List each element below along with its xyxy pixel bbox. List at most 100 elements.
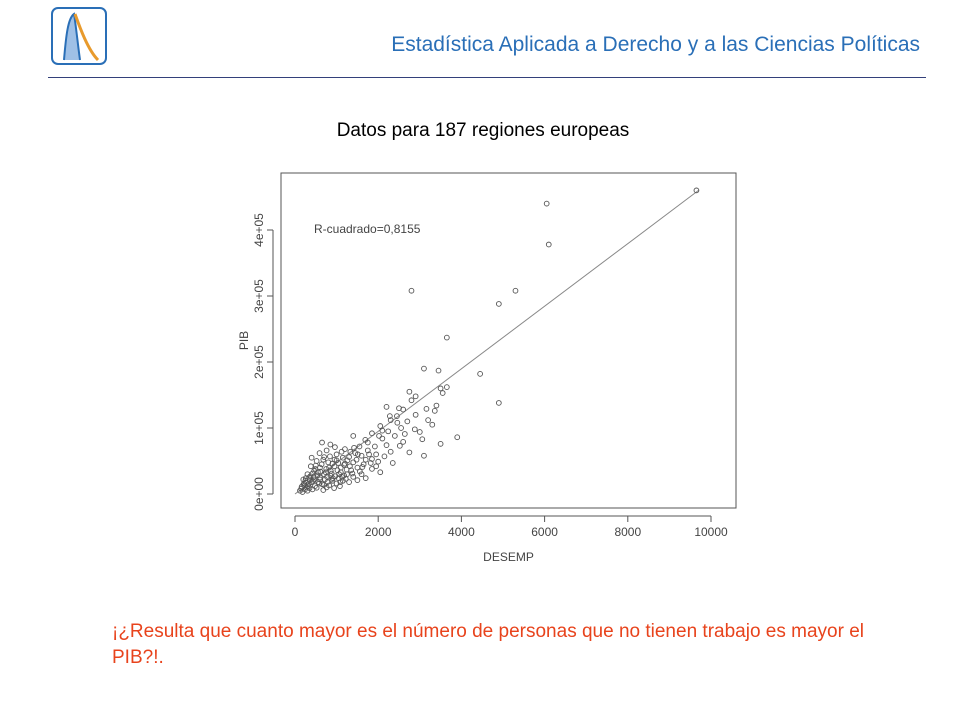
scatter-point xyxy=(346,454,352,460)
scatter-point xyxy=(332,444,338,450)
x-axis-title: DESEMP xyxy=(483,550,534,564)
scatter-point xyxy=(369,466,375,472)
slide-subtitle: Datos para 187 regiones europeas xyxy=(336,120,630,141)
scatter-point xyxy=(383,404,390,410)
scatter-point xyxy=(416,429,423,435)
scatter-point xyxy=(394,413,400,419)
scatter-point xyxy=(377,469,384,476)
scatter-point xyxy=(386,413,393,419)
scatter-point xyxy=(342,446,348,452)
scatter-point xyxy=(401,431,408,437)
scatter-point xyxy=(321,454,327,460)
y-tick-label: 2e+05 xyxy=(252,345,266,379)
scatter-point xyxy=(375,458,382,465)
scatter-point xyxy=(347,463,353,470)
scatter-point xyxy=(350,433,357,439)
scatter-point xyxy=(425,417,431,423)
scatter-point xyxy=(377,423,384,429)
scatter-point xyxy=(437,385,444,392)
scatter-point xyxy=(327,468,334,474)
scatter-point xyxy=(372,443,378,450)
scatter-point xyxy=(439,390,446,396)
x-tick-label: 4000 xyxy=(448,525,475,539)
page-title: Estadística Aplicada a Derecho y a las C… xyxy=(391,33,920,56)
scatter-point xyxy=(362,456,369,463)
regression-line xyxy=(294,190,699,495)
scatter-point xyxy=(337,464,344,471)
plot-frame xyxy=(280,172,737,509)
scatter-point xyxy=(421,452,427,459)
scatter-point xyxy=(364,447,371,454)
scatter-point xyxy=(398,425,404,431)
scatter-point xyxy=(408,287,415,294)
scatter-point xyxy=(373,463,379,470)
scatter-point xyxy=(431,407,438,414)
scatter-point xyxy=(344,471,350,478)
scatter-point xyxy=(316,450,323,456)
scatter-point xyxy=(387,417,394,423)
scatter-point xyxy=(437,440,444,447)
scatter-point xyxy=(333,457,340,464)
scatter-plot: 0 2000 4000 6000 8000 10000 0e+00 1e+05 2e+05 3e+… xyxy=(237,172,737,564)
scatter-point xyxy=(381,453,388,460)
scatter-point xyxy=(313,458,320,464)
scatter-point xyxy=(312,466,319,472)
scatter-point xyxy=(369,456,375,462)
scatter-point xyxy=(419,436,426,443)
scatter-point xyxy=(308,454,315,461)
scatter-point xyxy=(326,464,332,471)
scatter-point xyxy=(337,483,343,489)
scatter-point xyxy=(391,433,398,439)
question-text: ¡¿Resulta que cuanto mayor es el número … xyxy=(112,621,864,668)
x-tick-label: 2000 xyxy=(365,525,392,539)
y-tick-label: 1e+05 xyxy=(252,411,266,445)
scatter-point xyxy=(327,453,333,460)
scatter-point xyxy=(411,426,418,433)
scatter-point xyxy=(512,287,519,294)
scatter-point xyxy=(344,457,351,464)
scatter-point xyxy=(350,473,357,480)
scatter-point xyxy=(385,428,392,435)
scatter-point xyxy=(319,439,325,446)
scatter-point xyxy=(423,406,430,412)
scatter-point xyxy=(328,476,335,483)
scatter-point xyxy=(349,470,356,477)
scatter-point xyxy=(337,479,344,485)
scatter-point xyxy=(301,482,308,489)
scatter-point xyxy=(323,466,330,472)
curve-logo-icon xyxy=(51,7,107,65)
scatter-point xyxy=(329,460,336,467)
scatter-point xyxy=(321,481,327,488)
scatter-point xyxy=(341,462,347,468)
scatter-point xyxy=(379,435,386,442)
scatter-point xyxy=(356,443,363,450)
scatter-point xyxy=(309,470,316,477)
scatter-point xyxy=(545,241,552,248)
y-tick-label: 3e+05 xyxy=(252,279,266,313)
scatter-point xyxy=(317,468,324,475)
scatter-point xyxy=(400,439,407,445)
scatter-point xyxy=(360,461,367,468)
scatter-point xyxy=(351,444,357,451)
scatter-point xyxy=(543,200,550,207)
scatter-point xyxy=(404,418,411,425)
scatter-point xyxy=(373,451,379,458)
scatter-point xyxy=(362,475,369,482)
scatter-point xyxy=(347,448,354,455)
scatter-point xyxy=(300,476,307,483)
scatter-point xyxy=(396,442,403,449)
scatter-point xyxy=(332,473,339,480)
scatter-point xyxy=(333,451,340,458)
scatter-point xyxy=(406,449,413,456)
header-divider xyxy=(48,77,926,78)
scatter-point xyxy=(354,477,361,483)
scatter-point xyxy=(383,442,390,449)
scatter-point xyxy=(315,479,322,485)
scatter-point xyxy=(376,433,382,439)
scatter-point xyxy=(429,421,436,428)
scatter-point xyxy=(495,400,502,406)
scatter-point xyxy=(338,448,345,455)
scatter-point xyxy=(322,469,329,476)
scatter-point xyxy=(309,486,316,493)
scatter-point xyxy=(331,485,337,491)
